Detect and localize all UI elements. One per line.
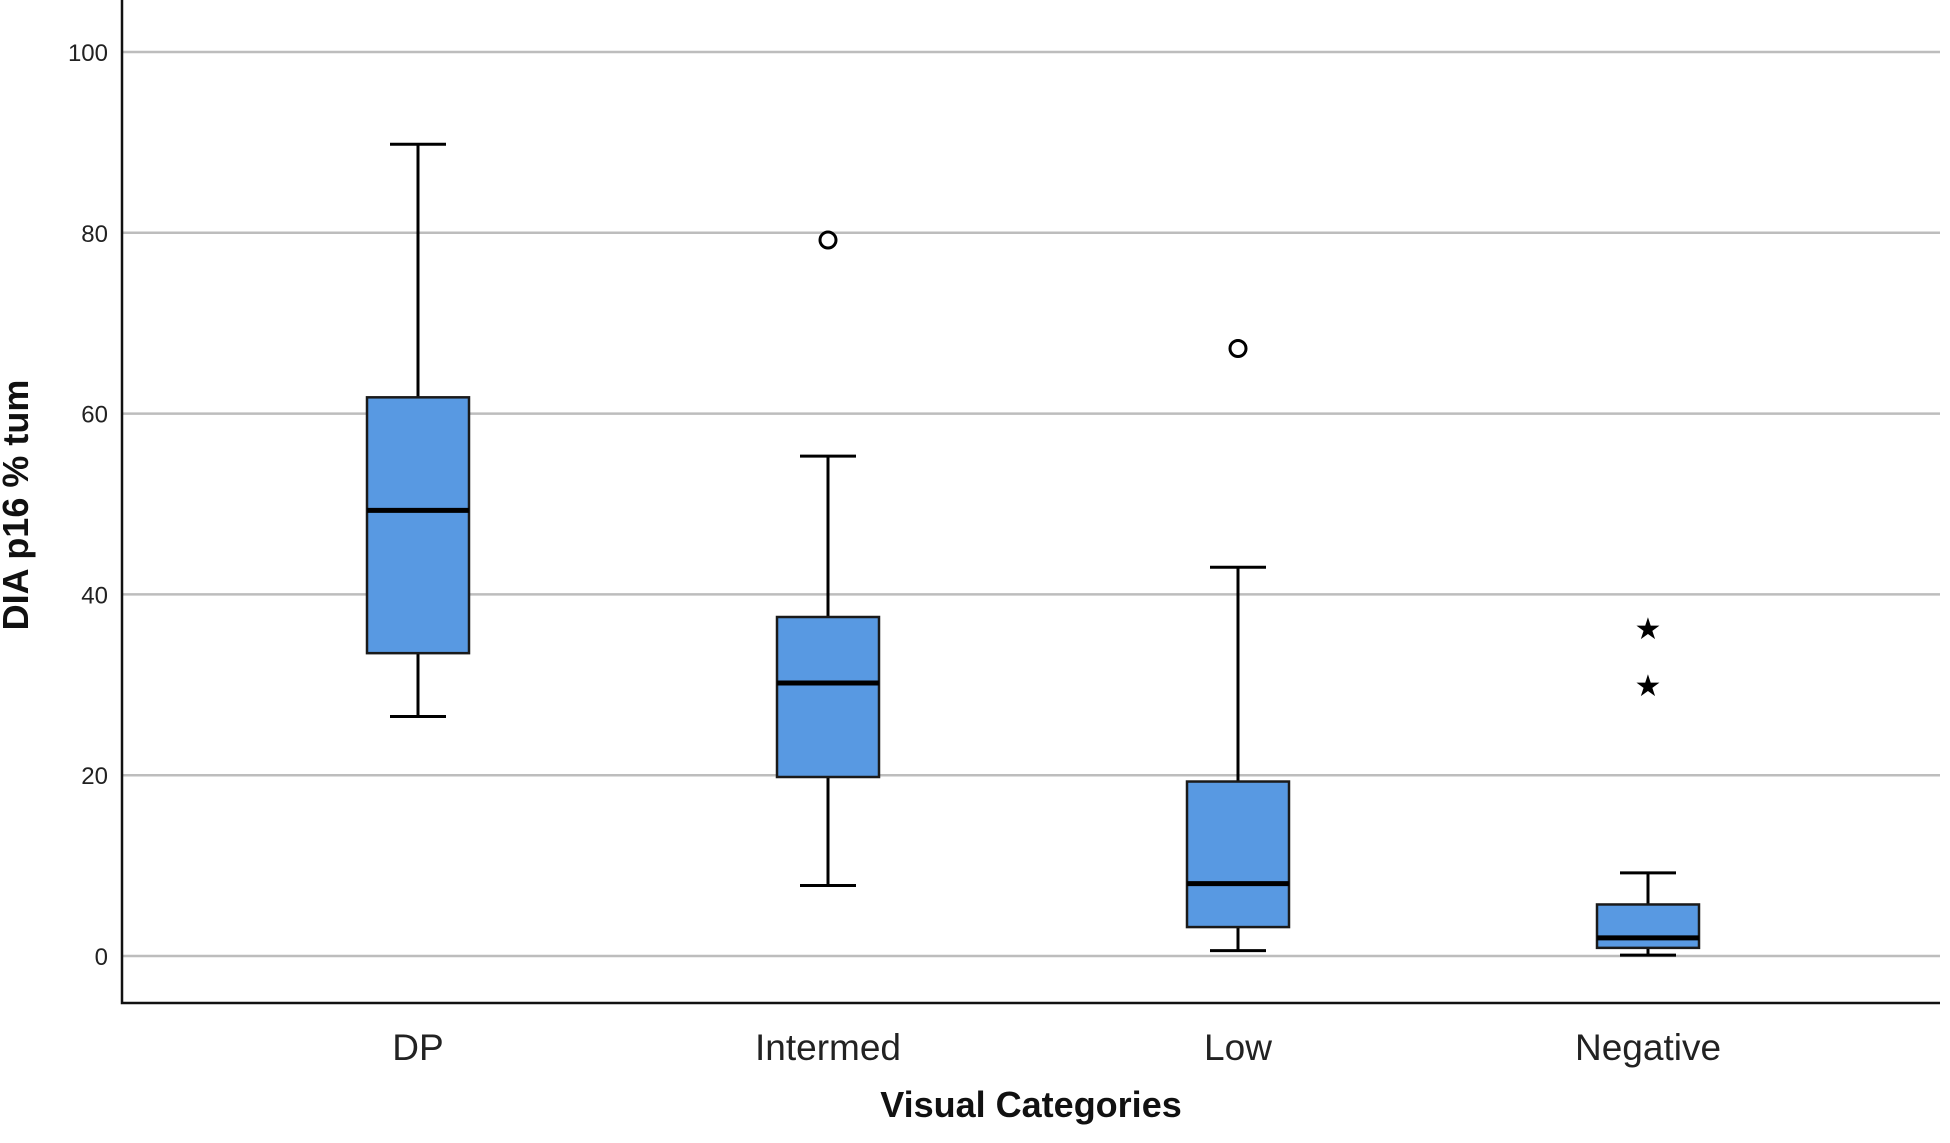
box-group-low [1185, 339, 1291, 953]
y-tick-label: 0 [95, 944, 108, 971]
x-category-label: Intermed [755, 1027, 901, 1068]
outlier-point [1228, 339, 1248, 359]
y-tick-label: 100 [68, 40, 108, 67]
y-tick-labels: 0 20 40 60 80 100 [68, 40, 108, 971]
box-group-dp [365, 142, 471, 718]
outlier-point [818, 230, 838, 250]
y-tick-label: 80 [81, 221, 108, 248]
extreme-point: ★ [1635, 612, 1662, 647]
box-group-negative: ★★ [1595, 612, 1701, 957]
y-tick-label: 40 [81, 582, 108, 609]
y-tick-label: 60 [81, 402, 108, 429]
iqr-box [365, 396, 471, 655]
boxes: ★★ [365, 142, 1701, 957]
axis-frame [120, 0, 1940, 1005]
iqr-box [1595, 903, 1701, 950]
y-tick-label: 20 [81, 763, 108, 790]
box-group-intermed [775, 230, 881, 887]
iqr-box [775, 615, 881, 779]
x-category-label: DP [392, 1027, 443, 1068]
x-axis-title: Visual Categories [880, 1084, 1181, 1125]
extreme-point: ★ [1635, 669, 1662, 704]
x-category-label: Negative [1575, 1027, 1721, 1068]
iqr-box [1185, 780, 1291, 929]
y-axis-title: DIA p16 % tum [0, 380, 36, 631]
x-category-label: Low [1204, 1027, 1272, 1068]
x-category-labels: DP Intermed Low Negative [392, 1027, 1721, 1068]
